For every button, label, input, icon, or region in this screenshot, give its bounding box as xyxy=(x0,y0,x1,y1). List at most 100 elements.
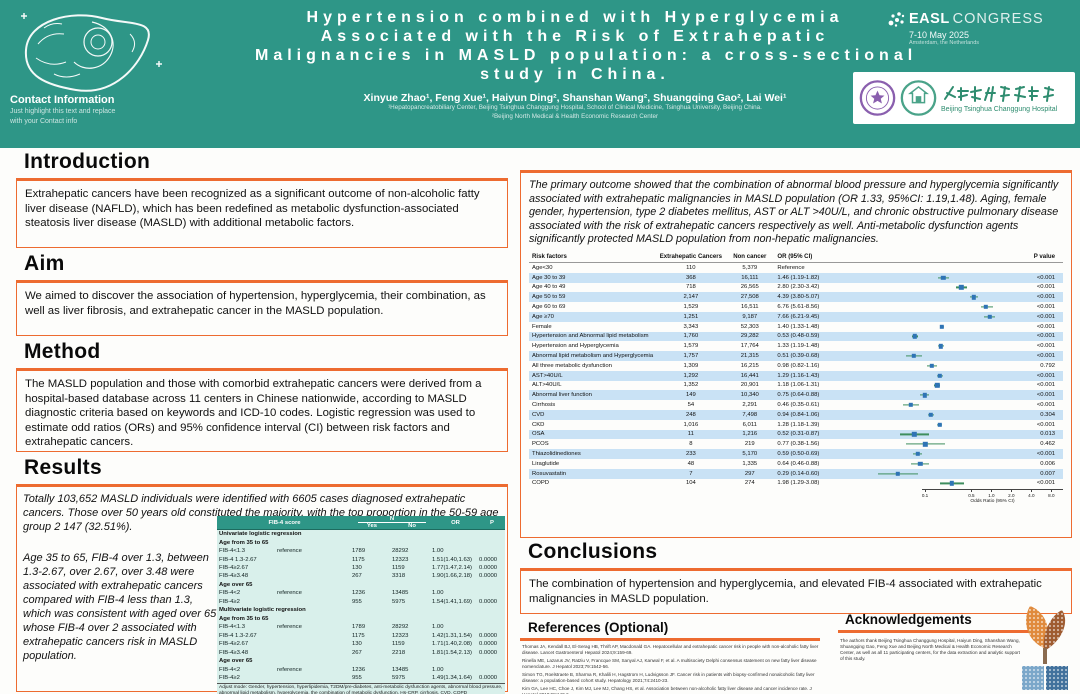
reference-item: Kim GA, Lee HC, Choe J, Kim MJ, Lee MJ, … xyxy=(522,686,812,694)
forest-row: CVD 248 7,498 0.94 (0.84-1.06) 0.304 xyxy=(529,409,1063,420)
forest-row: OSA 11 1,216 0.52 (0.31-0.87) 0.013 xyxy=(529,429,1063,440)
forest-row: CKD 1,016 6,011 1.28 (1.18-1.39) <0.001 xyxy=(532,421,1055,428)
fib4-row: FIB-4≥3.48 267 3318 1.90(1.66,2.18) 0.0000 xyxy=(219,573,498,580)
contact-heading: Contact Information xyxy=(10,94,115,106)
or-marker xyxy=(983,304,989,310)
easl-congress-logo: EASL CONGRESS 7-10 May 2025 Amsterdam, t… xyxy=(887,10,1062,46)
forest-row: Age 40 to 49 718 26,565 2.80 (2.30-3.42) <0.… xyxy=(532,284,1055,291)
forest-row: Rosuvastatin 7 297 0.29 (0.14-0.60) 0.007 xyxy=(529,468,1063,479)
or-marker xyxy=(938,344,943,349)
results-paragraph-2: Age 35 to 65, FIB-4 over 1.3, between 1.… xyxy=(23,552,217,662)
contact-line2: with your Contact info xyxy=(10,118,78,125)
forest-row: Abnormal lipid metabolism and Hyperglyce… xyxy=(529,351,1063,361)
authors-line: Xinyue Zhao¹, Feng Xue¹, Haiyun Ding², S… xyxy=(363,92,787,104)
reference-item: Simon TG, Roelstraete B, Sharma R, Khali… xyxy=(522,672,815,683)
forest-plot-table: Risk factors Extrahepatic Cancers Non ca… xyxy=(529,251,1063,505)
or-marker xyxy=(912,432,917,437)
forest-axis-label: Odds Ratio (95% CI) xyxy=(970,499,1015,505)
fib4-table-body: Univariate logistic regression Age from 3… xyxy=(217,529,505,682)
header-band: Hypertension combined with Hyperglycemia… xyxy=(0,0,1080,148)
primary-outcome-text: The primary outcome showed that the comb… xyxy=(529,179,1059,246)
forest-row: PCOS 8 219 0.77 (0.38-1.56) 0.462 xyxy=(532,441,1055,448)
title-line: study in China. xyxy=(480,66,670,83)
tsinghua-seal-icon xyxy=(859,80,896,116)
forest-row: Thiazolidinediones 233 5,170 0.59 (0.50-0.6… xyxy=(529,449,1063,459)
easl-name: EASL xyxy=(909,11,950,27)
or-marker xyxy=(895,471,901,476)
hospital-seal-icon xyxy=(900,80,937,116)
hospital-calligraphy-icon xyxy=(944,86,1054,102)
forest-row: Abnormal liver function 149 10,340 0.75 (0.… xyxy=(529,390,1063,401)
title-line: Hypertension combined with Hyperglycemia xyxy=(306,9,844,26)
introduction-text: Extrahepatic cancers have been recognize… xyxy=(25,188,480,230)
conclusions-box: The combination of hypertension and hype… xyxy=(520,568,1072,614)
flower-decoration-icon xyxy=(1022,606,1068,690)
or-marker xyxy=(941,275,946,280)
fib4-footnote: Adjust mode: Gender, hypertension, hyper… xyxy=(217,683,505,694)
or-marker xyxy=(908,402,914,408)
fib4-row: FIB-4≥3.48 267 2218 1.81(1.54,2.13) 0.0000 xyxy=(219,649,498,656)
reference-item: Rinella ME, Lazarus JV, Ratziu V, Francq… xyxy=(522,658,817,669)
easl-suffix: CONGRESS xyxy=(952,11,1044,27)
fib4-section-row: Age over 65 xyxy=(219,581,253,588)
fib4-section-row: Age from 35 to 65 xyxy=(219,539,269,546)
fib4-row: FIB-4<2 reference 1236 13485 1.00 xyxy=(219,590,444,597)
aim-box: We aimed to discover the association of … xyxy=(16,280,508,336)
forest-axis: Odds Ratio (95% CI) 0.1 0.5 1.0 2.0 4.0 8.0 xyxy=(529,489,1063,505)
or-marker xyxy=(923,442,928,447)
or-marker xyxy=(987,314,992,320)
fib4-row: FIB-4≥2 955 5975 1.54(1.41,1.69) 0.0000 xyxy=(219,598,498,605)
or-marker xyxy=(915,451,921,457)
or-marker xyxy=(949,481,954,486)
forest-row: Hypertension and Abnormal lipid metaboli… xyxy=(529,331,1063,342)
forest-row: Female 3,343 52,303 1.40 (1.33-1.48) <0.001 xyxy=(532,323,1055,330)
method-text: The MASLD population and those with como… xyxy=(25,378,482,449)
heading-references: References (Optional) xyxy=(528,620,669,635)
authors-block: Xinyue Zhao¹, Feng Xue¹, Haiyun Ding², S… xyxy=(255,92,895,121)
primary-outcome-box: The primary outcome showed that the comb… xyxy=(520,170,1072,538)
fib4-row: FIB-4 1.3-2.67 1175 12323 1.51(1.40,1.63) 0.… xyxy=(219,556,498,563)
contact-info: Contact Information Just highlight this … xyxy=(10,94,200,126)
fib4-col-yes: Yes xyxy=(366,523,378,529)
or-marker xyxy=(937,422,942,427)
fib4-section-row: Age over 65 xyxy=(219,658,253,665)
reference-item: Thomas JA, Kendall BJ, El-Serag HB, Thri… xyxy=(522,644,819,655)
fib4-col-no: No xyxy=(408,523,416,529)
aim-text: We aimed to discover the association of … xyxy=(25,290,486,317)
fib4-row: FIB-4<1.3 reference 1789 28292 1.00 xyxy=(219,624,444,631)
fib4-row: FIB-4<1.3 reference 1789 28292 1.00 xyxy=(219,548,444,555)
forest-row: AST>40U/L 1,292 16,441 1.29 (1.16-1.43) <0.0… xyxy=(529,370,1063,381)
hospital-name-en: Beijing Tsinghua Changgung Hospital xyxy=(941,106,1058,113)
heading-method: Method xyxy=(24,340,101,363)
fib4-table: FIB-4 score N Yes No OR P Univariate log… xyxy=(217,516,505,694)
forest-row: Hypertension and Hyperglycemia 1,579 17,76… xyxy=(532,343,1055,350)
contact-line1: Just highlight this text and replace xyxy=(10,108,116,115)
forest-row: COPD 104 274 1.98 (1.29-3.08) <0.001 xyxy=(532,480,1055,487)
forest-row: Liraglutide 48 1,335 0.64 (0.46-0.88) 0.006 xyxy=(532,460,1055,467)
fib4-table-header: FIB-4 score N Yes No OR P xyxy=(217,516,505,529)
forest-row: Age 60 to 69 1,529 16,511 6.76 (5.61-8.56) <… xyxy=(532,304,1055,311)
introduction-box: Extrahepatic cancers have been recognize… xyxy=(16,178,508,248)
or-marker xyxy=(929,363,935,369)
or-marker xyxy=(971,295,977,300)
forest-col-cancers: Extrahepatic Cancers xyxy=(659,252,723,260)
heading-aim: Aim xyxy=(24,252,65,275)
poster-title: Hypertension combined with Hyperglycemia… xyxy=(255,8,912,84)
fib4-col-score: FIB-4 score xyxy=(268,519,301,526)
fib4-section-row: Age from 35 to 65 xyxy=(219,615,269,622)
fib4-row: FIB-4 1.3-2.67 1175 12323 1.42(1.31,1.54) 0.… xyxy=(219,632,498,639)
fib4-col-n: N xyxy=(358,516,426,523)
conclusions-text: The combination of hypertension and hype… xyxy=(529,578,1042,605)
fib4-section-row: Univariate logistic regression xyxy=(219,531,302,537)
affiliation-2: ²Beijing North Medical & Health Economic… xyxy=(491,112,659,120)
fib4-section-row: Multivariate logistic regression xyxy=(219,607,306,614)
forest-row: Age<30 110 5,379 Reference xyxy=(532,264,805,271)
forest-col-or: OR (95% CI) xyxy=(777,252,813,260)
or-marker xyxy=(959,285,964,290)
heading-conclusions: Conclusions xyxy=(528,540,658,563)
forest-header-row: Risk factors Extrahepatic Cancers Non ca… xyxy=(529,251,1063,263)
heading-introduction: Introduction xyxy=(24,150,151,173)
references-list: Thomas JA, Kendall BJ, El-Serag HB, Thri… xyxy=(522,644,822,694)
forest-row: All three metabolic dysfunction 1,309 16,2… xyxy=(532,362,1055,369)
